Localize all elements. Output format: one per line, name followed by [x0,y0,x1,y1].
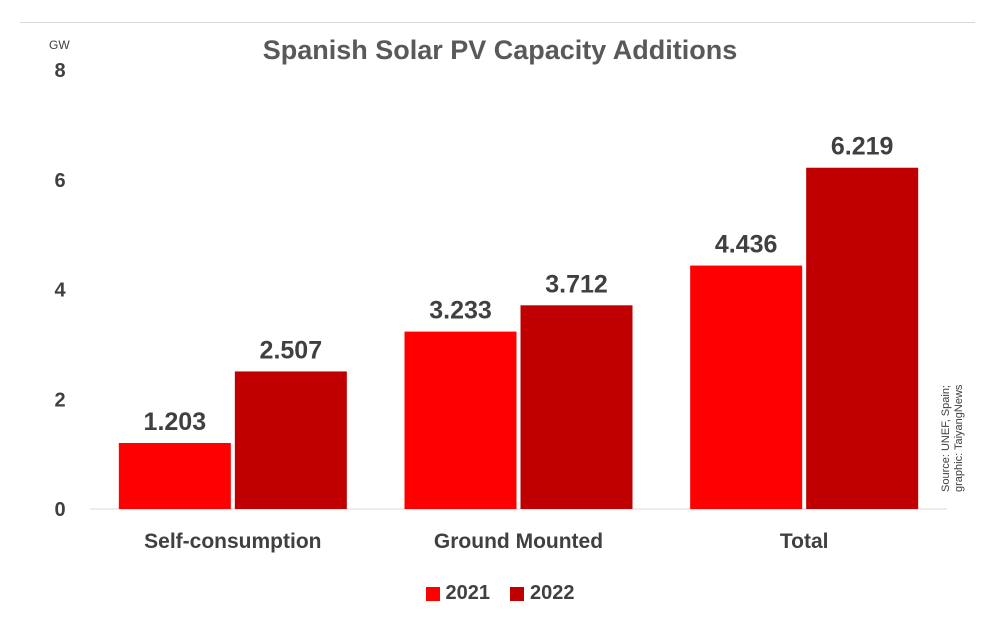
legend-item-2021: 2021 [425,582,491,605]
top-rule [20,22,975,23]
bar-2022 [234,371,347,509]
chart-title: Spanish Solar PV Capacity Additions [262,35,738,65]
legend-item-2022: 2022 [510,582,575,605]
y-axis-ticks: 0 2 4 6 8 [54,60,66,521]
source-line-1: Source: UNEF, Spain; [940,385,952,492]
source-line-2: graphic: TaiyangNews [953,384,965,492]
bar-group [118,167,919,510]
category-label: Ground Mounted [434,530,603,553]
data-label: 4.436 [715,231,778,259]
legend-label-2021: 2021 [445,582,491,604]
bar-2021 [118,442,231,509]
category-label: Total [780,530,829,553]
data-labels: 1.203 2.507 3.233 3.712 4.436 6.219 [144,133,894,436]
category-label: Self-consumption [144,530,321,553]
bar-2021 [404,331,517,509]
data-label: 1.203 [144,408,207,436]
category-labels: Self-consumption Ground Mounted Total [144,530,828,553]
legend: 2021 2022 [0,582,1000,605]
bar-2022 [806,167,919,510]
data-label: 6.219 [831,133,894,161]
legend-label-2022: 2022 [530,582,575,604]
y-tick-label: 4 [54,280,66,302]
data-label: 3.233 [429,297,492,325]
legend-swatch-2022 [510,586,524,601]
y-tick-label: 2 [54,389,65,411]
bar-2021 [690,265,803,509]
source-note: Source: UNEF, Spain; graphic: TaiyangNew… [940,385,966,492]
y-tick-label: 0 [54,499,65,521]
y-axis-unit: GW [49,38,70,52]
bar-2022 [520,305,633,509]
y-tick-label: 6 [54,170,65,192]
data-label: 3.712 [545,270,608,298]
legend-swatch-2021 [425,586,440,601]
data-label: 2.507 [260,336,323,364]
y-tick-label: 8 [54,60,65,82]
